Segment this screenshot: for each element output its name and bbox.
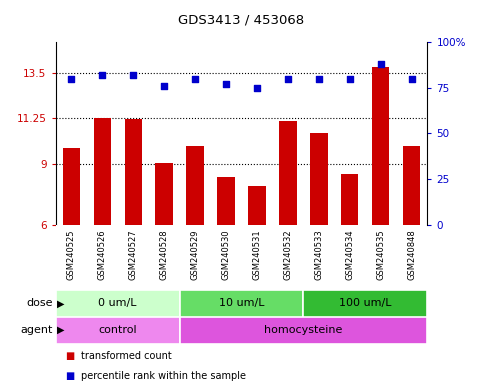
Bar (125, 119, 142, 225)
Text: ▶: ▶ (57, 325, 64, 335)
Bar (94, 118, 111, 225)
Bar (248, 186, 266, 225)
Text: 100 um/L: 100 um/L (339, 298, 392, 308)
Text: dose: dose (27, 298, 53, 308)
Text: ■: ■ (65, 371, 74, 381)
Text: percentile rank within the sample: percentile rank within the sample (81, 371, 246, 381)
Text: ■: ■ (65, 351, 74, 361)
Bar (180, 290, 303, 317)
Text: control: control (98, 325, 137, 335)
Bar (56, 290, 180, 317)
Bar (280, 121, 297, 225)
Point (67, 76, 75, 82)
Point (222, 81, 230, 87)
Text: GSM240525: GSM240525 (67, 229, 75, 280)
Text: homocysteine: homocysteine (264, 325, 342, 335)
Bar (180, 317, 427, 344)
Text: agent: agent (21, 325, 53, 335)
Text: GSM240535: GSM240535 (376, 229, 385, 280)
Text: GDS3413 / 453068: GDS3413 / 453068 (178, 13, 305, 26)
Bar (311, 134, 327, 225)
Point (160, 83, 168, 89)
Bar (156, 163, 172, 225)
Text: 10 um/L: 10 um/L (219, 298, 264, 308)
Text: GSM240531: GSM240531 (253, 229, 261, 280)
Text: GSM240530: GSM240530 (222, 229, 230, 280)
Bar (403, 146, 421, 225)
Point (377, 61, 385, 67)
Point (408, 76, 416, 82)
Bar (341, 174, 358, 225)
Text: GSM240532: GSM240532 (284, 229, 293, 280)
Point (191, 76, 199, 82)
Text: GSM240533: GSM240533 (314, 229, 324, 280)
Text: GSM240848: GSM240848 (408, 229, 416, 280)
Bar (62, 147, 80, 225)
Point (284, 76, 292, 82)
Point (98, 72, 106, 78)
Bar (186, 146, 203, 225)
Bar (217, 177, 235, 225)
Text: GSM240528: GSM240528 (159, 229, 169, 280)
Text: GSM240534: GSM240534 (345, 229, 355, 280)
Point (129, 72, 137, 78)
Text: GSM240529: GSM240529 (190, 229, 199, 280)
Text: 0 um/L: 0 um/L (98, 298, 137, 308)
Point (315, 76, 323, 82)
Bar (372, 66, 389, 225)
Bar (303, 290, 427, 317)
Bar (56, 317, 180, 344)
Point (253, 85, 261, 91)
Text: GSM240526: GSM240526 (98, 229, 107, 280)
Text: GSM240527: GSM240527 (128, 229, 138, 280)
Point (346, 76, 354, 82)
Text: ▶: ▶ (57, 298, 64, 308)
Text: transformed count: transformed count (81, 351, 171, 361)
